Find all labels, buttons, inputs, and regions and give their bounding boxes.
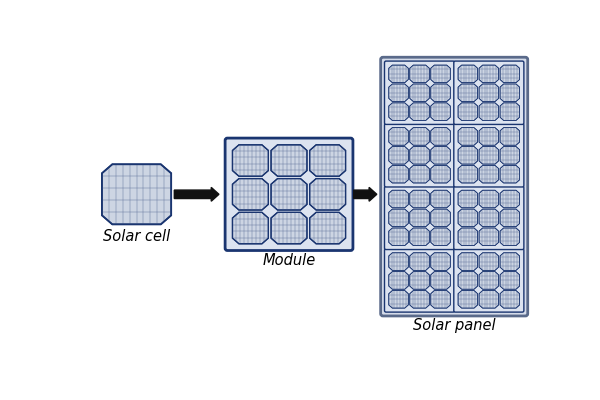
Polygon shape xyxy=(410,84,429,102)
Polygon shape xyxy=(431,190,450,208)
Polygon shape xyxy=(458,65,478,83)
Polygon shape xyxy=(310,145,346,176)
FancyBboxPatch shape xyxy=(225,138,353,250)
Polygon shape xyxy=(458,253,478,270)
Polygon shape xyxy=(479,290,499,308)
Polygon shape xyxy=(410,166,429,183)
Polygon shape xyxy=(410,190,429,208)
FancyBboxPatch shape xyxy=(385,124,455,187)
Polygon shape xyxy=(431,65,450,83)
Polygon shape xyxy=(458,103,478,120)
Polygon shape xyxy=(479,190,499,208)
Polygon shape xyxy=(458,209,478,227)
Polygon shape xyxy=(431,290,450,308)
Polygon shape xyxy=(479,253,499,270)
Polygon shape xyxy=(410,65,429,83)
Polygon shape xyxy=(500,84,520,102)
Polygon shape xyxy=(389,272,409,289)
Polygon shape xyxy=(389,84,409,102)
Polygon shape xyxy=(500,209,520,227)
Polygon shape xyxy=(458,166,478,183)
Polygon shape xyxy=(232,178,268,210)
FancyBboxPatch shape xyxy=(454,61,524,124)
Polygon shape xyxy=(431,209,450,227)
Polygon shape xyxy=(271,145,307,176)
Polygon shape xyxy=(500,190,520,208)
Polygon shape xyxy=(500,103,520,120)
Polygon shape xyxy=(458,128,478,145)
FancyBboxPatch shape xyxy=(385,61,455,124)
Polygon shape xyxy=(458,190,478,208)
Polygon shape xyxy=(500,65,520,83)
Polygon shape xyxy=(389,190,409,208)
Polygon shape xyxy=(479,272,499,289)
Polygon shape xyxy=(500,166,520,183)
Polygon shape xyxy=(389,166,409,183)
Polygon shape xyxy=(410,128,429,145)
Polygon shape xyxy=(479,209,499,227)
Polygon shape xyxy=(431,128,450,145)
Polygon shape xyxy=(479,228,499,246)
Polygon shape xyxy=(479,84,499,102)
Polygon shape xyxy=(232,212,268,244)
FancyArrow shape xyxy=(354,187,377,201)
Polygon shape xyxy=(500,290,520,308)
Polygon shape xyxy=(479,166,499,183)
Polygon shape xyxy=(458,228,478,246)
Polygon shape xyxy=(271,212,307,244)
Polygon shape xyxy=(389,253,409,270)
Polygon shape xyxy=(431,103,450,120)
Polygon shape xyxy=(500,272,520,289)
Polygon shape xyxy=(431,272,450,289)
Polygon shape xyxy=(410,146,429,164)
Polygon shape xyxy=(271,178,307,210)
Polygon shape xyxy=(389,146,409,164)
Text: Module: Module xyxy=(262,253,316,268)
Polygon shape xyxy=(232,145,268,176)
Polygon shape xyxy=(500,253,520,270)
Polygon shape xyxy=(431,84,450,102)
Polygon shape xyxy=(389,209,409,227)
Polygon shape xyxy=(500,228,520,246)
Polygon shape xyxy=(458,290,478,308)
Polygon shape xyxy=(458,146,478,164)
Polygon shape xyxy=(479,65,499,83)
FancyBboxPatch shape xyxy=(385,249,455,312)
Polygon shape xyxy=(389,290,409,308)
Polygon shape xyxy=(389,65,409,83)
Polygon shape xyxy=(431,166,450,183)
Polygon shape xyxy=(458,272,478,289)
Polygon shape xyxy=(310,178,346,210)
Polygon shape xyxy=(410,253,429,270)
Polygon shape xyxy=(310,212,346,244)
Text: Solar cell: Solar cell xyxy=(103,229,170,244)
Polygon shape xyxy=(431,146,450,164)
Polygon shape xyxy=(389,228,409,246)
Polygon shape xyxy=(431,253,450,270)
FancyBboxPatch shape xyxy=(454,249,524,312)
Polygon shape xyxy=(389,128,409,145)
Polygon shape xyxy=(500,146,520,164)
FancyBboxPatch shape xyxy=(454,186,524,250)
Polygon shape xyxy=(431,228,450,246)
FancyBboxPatch shape xyxy=(454,124,524,187)
Polygon shape xyxy=(410,209,429,227)
Polygon shape xyxy=(479,146,499,164)
Polygon shape xyxy=(410,272,429,289)
FancyArrow shape xyxy=(174,187,219,201)
FancyBboxPatch shape xyxy=(380,57,528,316)
Polygon shape xyxy=(500,128,520,145)
Polygon shape xyxy=(458,84,478,102)
Polygon shape xyxy=(479,128,499,145)
Polygon shape xyxy=(410,228,429,246)
FancyBboxPatch shape xyxy=(385,186,455,250)
Polygon shape xyxy=(102,164,171,224)
Polygon shape xyxy=(479,103,499,120)
Polygon shape xyxy=(389,103,409,120)
Text: Solar panel: Solar panel xyxy=(413,318,496,333)
Polygon shape xyxy=(410,290,429,308)
Polygon shape xyxy=(410,103,429,120)
